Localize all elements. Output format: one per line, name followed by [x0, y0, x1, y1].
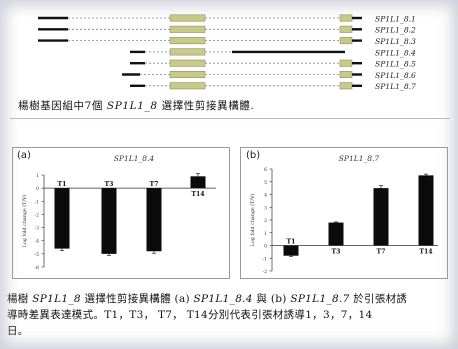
exon-block	[339, 14, 353, 22]
isoform-row: SP1L1_8.6	[122, 71, 416, 80]
isoform-label: SP1L1_8.7	[375, 82, 416, 91]
y-tick-label: -6	[35, 265, 40, 271]
isoform-row: SP1L1_8.7	[130, 82, 416, 91]
isoform-row: SP1L1_8.4	[130, 48, 416, 57]
exon-block	[339, 71, 353, 79]
caption-text: 於引張材誘	[349, 293, 408, 305]
caption-text: 與 (b)	[252, 293, 291, 305]
isoform-caption: 楊樹基因組中7個 SP1L1_8 選擇性剪接異構體.	[18, 99, 254, 114]
y-tick-label: -5	[35, 252, 40, 258]
exon-block	[339, 25, 353, 33]
isoform-label: SP1L1_8.6	[375, 71, 416, 80]
caption-line-3: 日。	[7, 325, 29, 337]
top-panel-divider	[10, 10, 450, 119]
exon-block	[169, 48, 206, 56]
chart-a-frame	[12, 147, 230, 279]
bar	[146, 188, 162, 252]
isoform-row: SP1L1_8.2	[38, 26, 416, 35]
category-label: T3	[332, 249, 341, 256]
exon-block	[169, 25, 206, 33]
y-tick-label: 5	[264, 180, 267, 186]
chart-caption: 楊樹 SP1L1_8 選擇性剪接異構體 (a) SP1L1_8.4 與 (b) …	[7, 291, 452, 339]
bar	[190, 176, 206, 189]
y-tick-label: 2	[264, 218, 267, 224]
caption-top-pre: 楊樹基因組中7個	[18, 100, 107, 112]
exon-block	[169, 71, 206, 79]
y-tick-label: 6	[264, 167, 267, 173]
exon-block	[169, 37, 206, 45]
exon-block	[169, 59, 206, 67]
isoform-label: SP1L1_8.2	[375, 26, 416, 35]
y-tick-label: 1	[36, 173, 39, 179]
category-label: T14	[419, 249, 433, 256]
exon-block	[339, 59, 353, 67]
y-tick-label: 0	[264, 244, 267, 250]
caption-text: 選擇性剪接異構體 (a)	[80, 293, 194, 305]
y-axis-label: Log fold change (T/V)	[249, 194, 256, 247]
y-tick-label: 0	[36, 186, 39, 192]
caption-line-1: 楊樹 SP1L1_8 選擇性剪接異構體 (a) SP1L1_8.4 與 (b) …	[7, 291, 452, 307]
category-label: T7	[150, 181, 159, 188]
chart-title: SP1L1_8.7	[339, 154, 380, 163]
exon-block	[339, 82, 353, 90]
chart-a-panel-label: (a)	[17, 150, 31, 161]
caption-top-gene: SP1L1_8	[106, 100, 158, 112]
isoform-label: SP1L1_8.1	[375, 14, 416, 23]
y-tick-label: 4	[264, 193, 267, 199]
category-label: T3	[105, 181, 114, 188]
isoform-row: SP1L1_8.3	[38, 37, 416, 46]
exon-block	[169, 82, 206, 90]
chart-b-frame	[240, 147, 448, 279]
y-tick-label: -2	[35, 212, 40, 218]
y-tick-label: -3	[35, 226, 40, 232]
y-axis-label: Log fold change (T/V)	[21, 195, 28, 248]
category-label: T14	[191, 191, 205, 198]
bar	[283, 245, 299, 256]
caption-line-2: 導時差異表達模式。T1，T3， T7， T14分別代表引張材誘導1，3，7，14	[7, 309, 373, 321]
bar	[101, 188, 117, 254]
exon-block	[339, 37, 353, 45]
y-tick-label: -4	[35, 239, 40, 245]
isoform-label: SP1L1_8.4	[375, 48, 416, 57]
category-label: T1	[287, 239, 296, 246]
y-tick-label: -1	[263, 256, 268, 262]
bar	[373, 188, 389, 246]
chart-a: SP1L1_8.4 -6 -5 -4 -3 -2 -1 0 1 Log fold change (…	[21, 154, 216, 271]
y-tick-label: 1	[264, 231, 267, 237]
chart-b: SP1L1_8.7 -2 -1 0 1 2 3 4 5 6 Log fold change (T/V…	[249, 154, 438, 275]
y-tick-label: -1	[35, 199, 40, 205]
bar	[328, 222, 344, 246]
isoform-label: SP1L1_8.5	[375, 60, 416, 69]
caption-top-post: 選擇性剪接異構體.	[157, 100, 255, 112]
category-label: T1	[58, 181, 67, 188]
bar	[54, 188, 70, 249]
y-tick-label: 3	[264, 205, 267, 211]
caption-isoform-a: SP1L1_8.4	[193, 293, 253, 305]
isoform-structure-diagram: SP1L1_8.1 SP1L1_8.2 SP1L1_8.3 SP1L1_8.4 SP1L…	[38, 14, 416, 91]
caption-gene: SP1L1_8	[32, 293, 81, 305]
isoform-label: SP1L1_8.3	[375, 37, 416, 46]
bar	[418, 175, 434, 246]
caption-text: 楊樹	[7, 293, 33, 305]
caption-isoform-b: SP1L1_8.7	[290, 293, 350, 305]
isoform-row: SP1L1_8.5	[130, 60, 416, 69]
chart-title: SP1L1_8.4	[114, 154, 155, 163]
chart-b-panel-label: (b)	[246, 150, 261, 161]
isoform-row: SP1L1_8.1	[38, 14, 416, 23]
y-tick-label: -2	[263, 269, 268, 275]
exon-block	[169, 14, 206, 22]
category-label: T7	[377, 249, 386, 256]
